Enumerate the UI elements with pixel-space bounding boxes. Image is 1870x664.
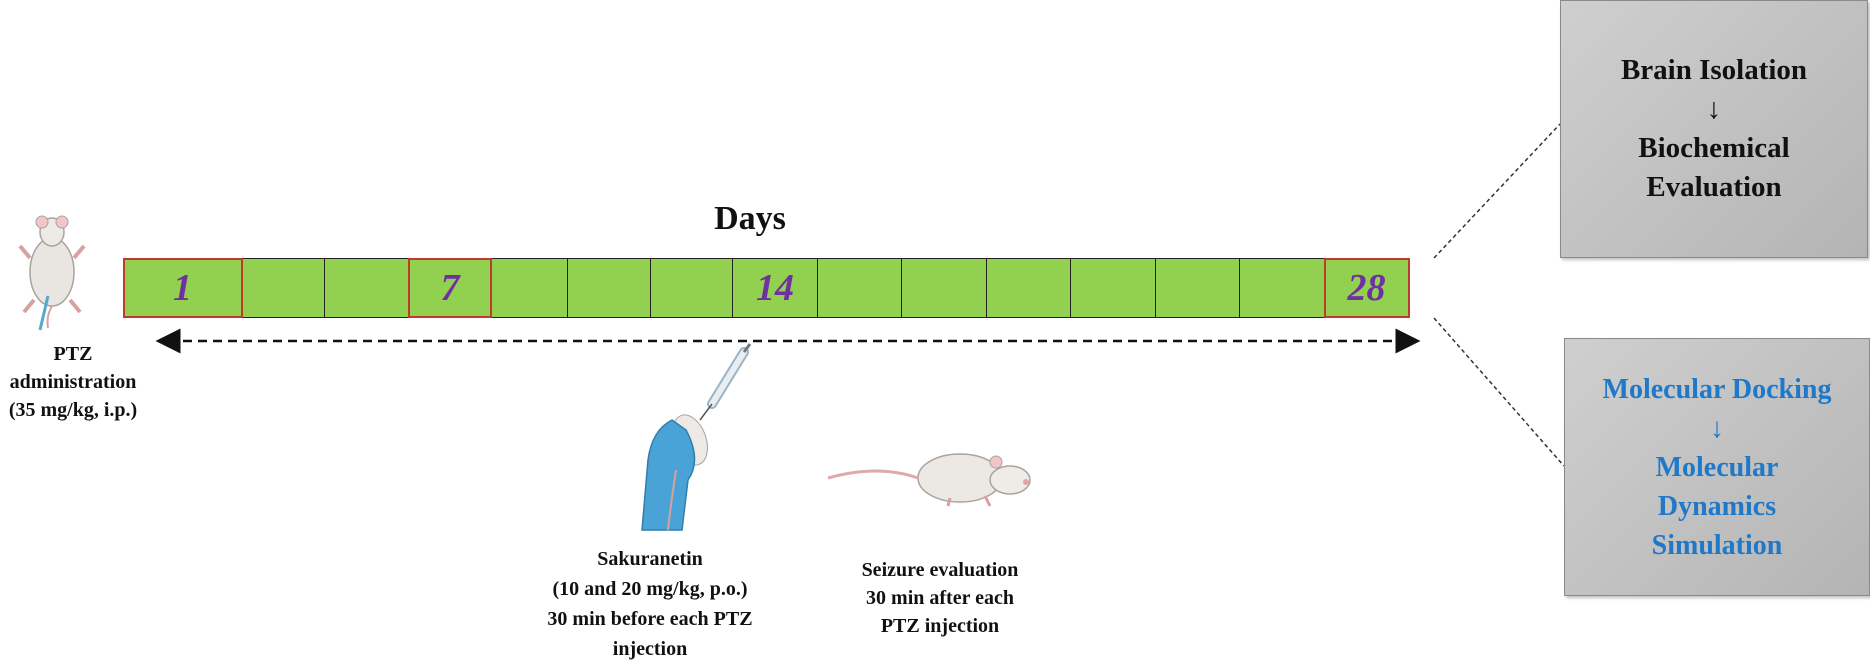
day-cell	[901, 258, 987, 318]
day-cell-14: 14	[732, 258, 818, 318]
syringe-hand-icon	[641, 343, 752, 531]
seizure-caption-line: PTZ injection	[880, 615, 1000, 637]
day-cell	[816, 258, 903, 318]
day-cell-28: 28	[1323, 258, 1410, 318]
day-cell-1: 1	[122, 258, 243, 318]
box-line: Evaluation	[1646, 171, 1782, 203]
outcome-box-biochemical: Brain Isolation ↓ Biochemical Evaluation	[1560, 0, 1868, 258]
treatment-caption-line: (10 and 20 mg/kg, p.o.)	[552, 578, 748, 600]
seizure-caption-line: Seizure evaluation	[861, 559, 1019, 581]
timeline-title: Days	[714, 200, 786, 237]
day-cell	[1154, 258, 1241, 318]
ptz-caption-line: PTZ	[53, 343, 93, 365]
box-line: Molecular	[1655, 451, 1779, 483]
treatment-caption-line: Sakuranetin	[597, 548, 703, 570]
box-line: Biochemical	[1638, 132, 1790, 164]
rat-icon	[827, 453, 1031, 507]
outcome-box-docking: Molecular Docking ↓ Molecular Dynamics S…	[1564, 338, 1870, 596]
box-line: Dynamics	[1657, 490, 1777, 522]
box-line: Brain Isolation	[1620, 54, 1808, 86]
down-arrow-icon: ↓	[1706, 93, 1722, 125]
treatment-caption: Sakuranetin (10 and 20 mg/kg, p.o.) 30 m…	[515, 544, 785, 664]
day-cell	[1239, 258, 1325, 318]
day-cell	[1070, 258, 1156, 318]
day-cell	[649, 258, 734, 318]
box-line: Molecular Docking	[1602, 373, 1832, 405]
down-arrow-icon: ↓	[1710, 412, 1724, 444]
connector-line-bottom	[1433, 317, 1565, 467]
box-line: Simulation	[1651, 529, 1783, 561]
day-cell	[567, 258, 651, 318]
day-cell	[985, 258, 1072, 318]
day-timeline: 1 7 14 28	[122, 258, 1434, 318]
treatment-caption-line: 30 min before each PTZ	[547, 608, 753, 630]
mouse-injection-icon	[18, 215, 86, 331]
ptz-caption-line: administration	[9, 371, 137, 393]
day-cell	[490, 258, 569, 318]
day-cell	[323, 258, 410, 318]
ptz-caption-line: (35 mg/kg, i.p.)	[8, 399, 138, 421]
connector-line-top	[1433, 123, 1561, 259]
ptz-caption: PTZ administration (35 mg/kg, i.p.)	[0, 340, 146, 424]
treatment-caption-line: injection	[612, 638, 688, 660]
seizure-caption: Seizure evaluation 30 min after each PTZ…	[820, 556, 1060, 640]
day-cell	[241, 258, 325, 318]
day-cell-7: 7	[408, 258, 492, 318]
seizure-caption-line: 30 min after each	[866, 587, 1014, 609]
